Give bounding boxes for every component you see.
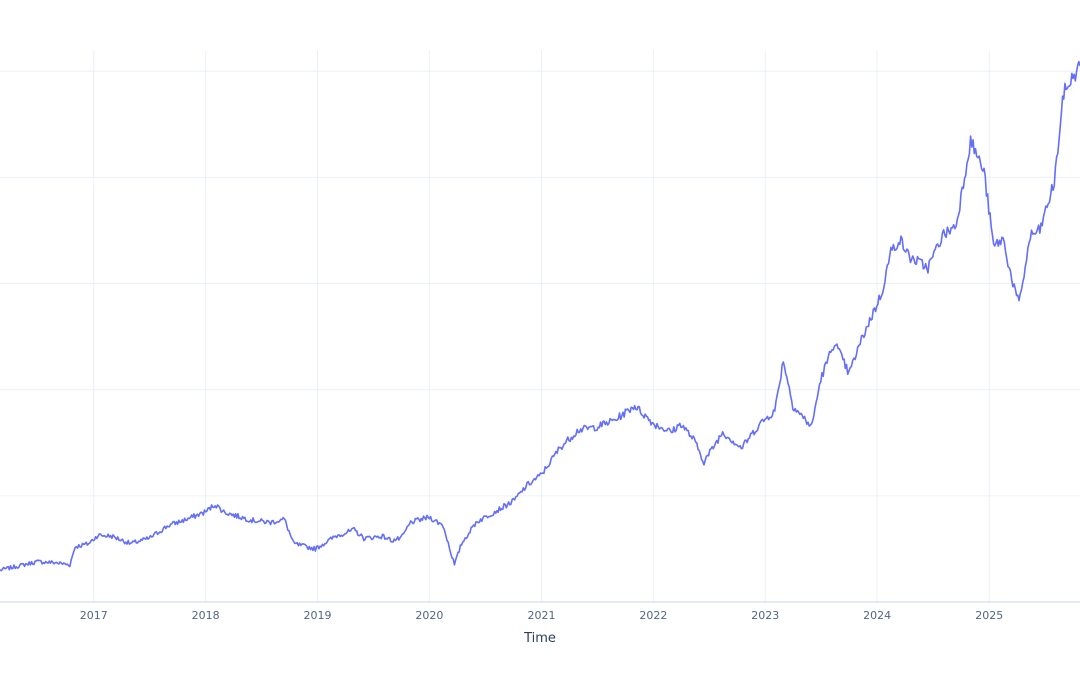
x-tick-labels: 2017 2018 2019 2020 2021 2022 2023 2024 2025 [80,609,1004,622]
x-tick-label: 2023 [751,609,779,622]
x-tick-label: 2021 [528,609,556,622]
x-tick-label: 2022 [639,609,667,622]
series-line [0,60,1080,572]
x-gridlines [93,50,990,602]
y-gridlines [0,70,1080,603]
x-tick-label: 2018 [192,609,220,622]
x-tick-label: 2017 [80,609,108,622]
x-tick-label: 2019 [304,609,332,622]
x-axis-title: Time [523,631,556,646]
x-tick-label: 2024 [863,609,891,622]
x-tick-label: 2025 [975,609,1003,622]
plot-area [0,60,1080,572]
x-tick-label: 2020 [415,609,443,622]
